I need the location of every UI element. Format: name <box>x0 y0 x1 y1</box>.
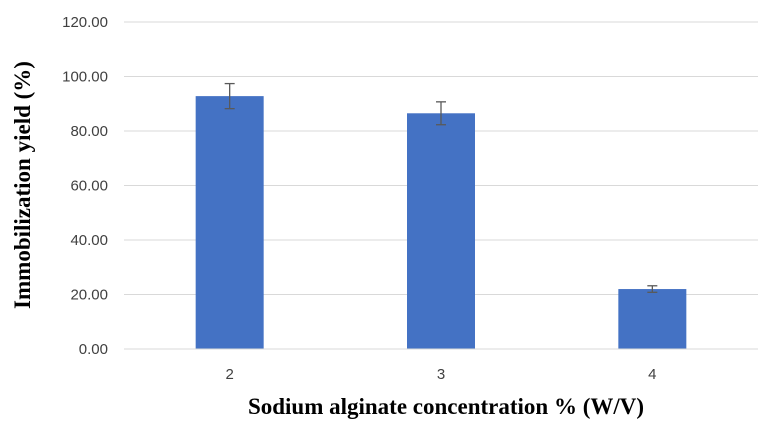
error-bars <box>224 82 658 293</box>
y-tick-label: 100.00 <box>62 69 108 86</box>
y-tick-label: 40.00 <box>70 232 108 249</box>
x-tick-label: 4 <box>648 366 656 383</box>
y-tick-label: 80.00 <box>70 123 108 140</box>
bar <box>618 289 687 349</box>
bars <box>195 96 687 350</box>
y-tick-label: 120.00 <box>62 14 108 31</box>
x-axis-title: Sodium alginate concentration % (W/V) <box>248 394 644 419</box>
y-axis-ticks: 0.00 20.00 40.00 60.00 80.00 100.00 120.00 <box>62 14 108 358</box>
x-axis-ticks: 2 3 4 <box>225 366 656 383</box>
y-tick-label: 0.00 <box>79 341 108 358</box>
y-tick-label: 60.00 <box>70 178 108 195</box>
bar <box>195 96 264 350</box>
bar <box>407 113 475 349</box>
x-tick-label: 3 <box>437 366 445 383</box>
y-axis-title: Immobilization yield (%) <box>10 61 35 309</box>
y-tick-label: 20.00 <box>70 287 108 304</box>
x-tick-label: 2 <box>225 366 233 383</box>
